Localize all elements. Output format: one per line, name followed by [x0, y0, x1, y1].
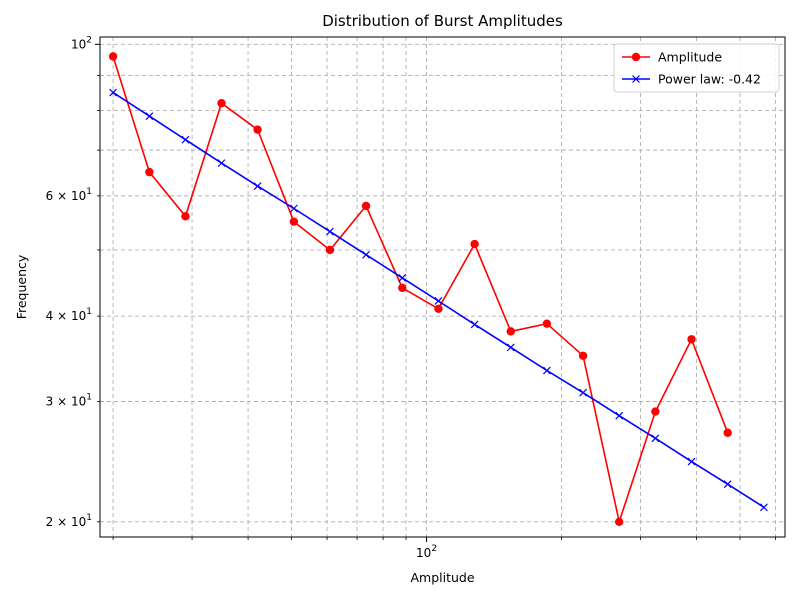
marker-stroke — [289, 204, 298, 213]
y-tick-label: 6 × 101 — [46, 187, 92, 203]
series-1 — [108, 52, 732, 526]
data-point — [687, 457, 696, 466]
data-point — [614, 517, 624, 526]
y-tick-label: 3 × 101 — [46, 392, 92, 408]
x-axis-label: Amplitude — [410, 570, 474, 585]
data-point — [542, 319, 552, 328]
marker-stroke — [470, 320, 479, 329]
data-point — [723, 480, 732, 489]
data-point — [615, 411, 624, 420]
data-point — [145, 167, 154, 177]
legend-marker — [632, 75, 640, 83]
data-point — [506, 327, 515, 336]
data-point — [181, 212, 190, 221]
data-point — [145, 112, 154, 121]
chart-title: Distribution of Burst Amplitudes — [322, 12, 563, 30]
data-point — [398, 283, 407, 293]
data-point — [325, 245, 335, 255]
marker-stroke — [326, 227, 334, 236]
data-point — [253, 182, 262, 191]
marker-stroke — [651, 434, 660, 443]
data-point — [470, 239, 479, 249]
series-2 — [109, 88, 768, 512]
data-point — [542, 366, 551, 375]
data-point — [398, 274, 407, 282]
data-point — [434, 297, 443, 305]
marker-stroke — [615, 411, 624, 420]
marker-stroke — [145, 112, 154, 121]
marker-stroke — [362, 250, 370, 259]
data-point — [759, 503, 768, 512]
data-point — [687, 335, 696, 344]
marker-stroke — [398, 274, 407, 282]
data-point — [362, 250, 370, 259]
marker-stroke — [434, 297, 443, 305]
data-point — [723, 428, 732, 437]
legend-box — [613, 43, 780, 93]
data-point — [109, 88, 118, 97]
legend-item: Amplitude — [622, 50, 722, 65]
data-point — [326, 227, 334, 236]
data-point — [506, 343, 515, 352]
data-point — [289, 217, 299, 226]
data-point — [578, 351, 588, 360]
marker-stroke — [506, 343, 515, 352]
marker-stroke — [253, 182, 262, 191]
data-point — [470, 320, 479, 329]
marker-stroke — [109, 88, 118, 97]
marker-stroke — [217, 159, 226, 168]
data-point — [361, 201, 371, 211]
legend-marker — [631, 52, 641, 62]
y-tick-label: 102 — [71, 35, 92, 51]
data-point — [579, 388, 588, 397]
series-layer — [108, 52, 768, 526]
data-point — [434, 304, 443, 314]
plot-frame — [99, 36, 786, 538]
data-point — [181, 135, 190, 144]
marker-stroke — [723, 480, 732, 489]
data-point — [651, 434, 660, 443]
y-tick-label: 4 × 101 — [46, 307, 92, 323]
data-point — [217, 98, 226, 108]
marker-stroke — [687, 457, 696, 466]
x-tick-label: 102 — [416, 544, 437, 560]
y-axis-label: Frequency — [14, 254, 29, 319]
data-point — [651, 407, 660, 416]
marker-stroke — [181, 135, 190, 144]
marker-stroke — [579, 388, 588, 397]
ticks: 102 102 2 × 101 3 × 101 4 × 101 6 × 101 — [46, 35, 776, 560]
data-point — [217, 159, 226, 168]
legend-label: Power law: -0.42 — [658, 72, 761, 87]
series-line — [112, 56, 729, 525]
marker-stroke — [759, 503, 768, 512]
data-point — [108, 52, 118, 61]
data-point — [289, 204, 298, 213]
y-tick-label: 2 × 101 — [46, 513, 92, 529]
legend: Amplitude Power law: -0.42 — [613, 43, 780, 93]
legend-item: Power law: -0.42 — [622, 72, 761, 87]
marker-stroke — [542, 366, 551, 375]
data-point — [253, 125, 262, 134]
legend-label: Amplitude — [658, 50, 722, 65]
